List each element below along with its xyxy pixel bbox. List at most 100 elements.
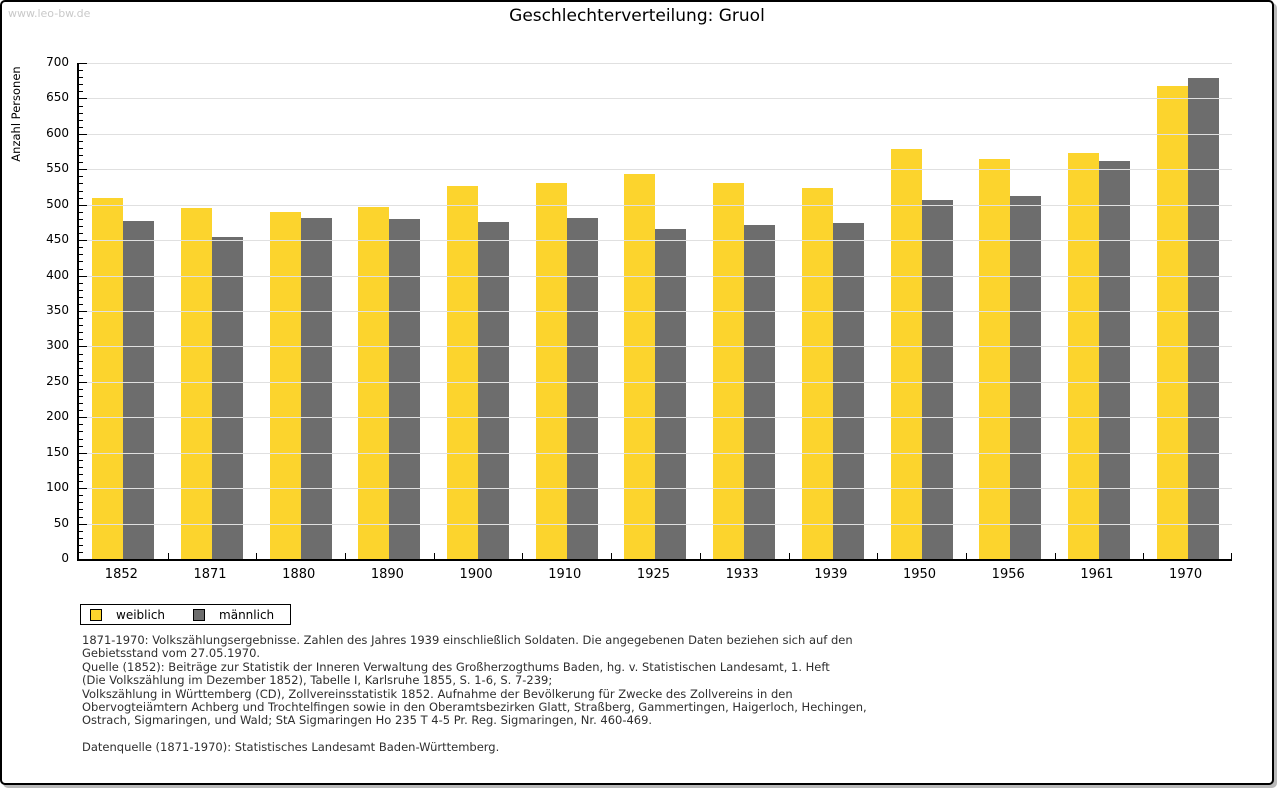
bar-männlich-1925	[655, 228, 687, 559]
bar-group	[788, 63, 878, 559]
y-axis-major-tick	[79, 98, 87, 100]
x-axis-tick	[1054, 553, 1056, 559]
y-axis-minor-tick	[79, 289, 83, 291]
footer-line: Obervogteiämtern Achberg und Trochtelfin…	[82, 700, 867, 715]
bar-männlich-1939	[832, 223, 864, 559]
y-axis-minor-tick	[79, 502, 83, 504]
y-axis-minor-tick	[79, 537, 83, 539]
y-axis-major-tick	[79, 63, 87, 64]
bar-männlich-1890	[389, 218, 421, 559]
y-axis-tick-label: 250	[46, 373, 69, 388]
gridline	[79, 346, 1232, 348]
y-axis-minor-tick	[79, 516, 83, 518]
bar-männlich-1880	[300, 218, 332, 559]
y-axis-minor-tick	[79, 459, 83, 461]
x-axis-label: 1871	[193, 567, 227, 582]
x-axis-label: 1933	[725, 567, 759, 582]
bar-weiblich-1852	[92, 197, 124, 559]
x-axis-label: 1961	[1080, 567, 1114, 582]
x-axis-tick	[256, 553, 258, 559]
bar-männlich-1956	[1010, 195, 1042, 559]
legend-swatch-weiblich	[90, 608, 102, 621]
y-axis-minor-tick	[79, 424, 83, 426]
y-axis-minor-tick	[79, 403, 83, 405]
y-axis-minor-tick	[79, 254, 83, 256]
y-axis-tick-label: 50	[53, 515, 69, 530]
bar-weiblich-1933	[713, 183, 745, 559]
y-axis-minor-tick	[79, 339, 83, 341]
y-axis-minor-tick	[79, 509, 83, 511]
bar-weiblich-1880	[269, 211, 301, 559]
gridline	[79, 381, 1232, 383]
legend-swatch-maennlich	[193, 608, 206, 621]
y-axis-minor-tick	[79, 466, 83, 468]
y-axis-tick-label: 0	[61, 551, 69, 565]
gridline	[79, 523, 1232, 525]
x-axis-tick	[788, 553, 790, 559]
bar-männlich-1970	[1187, 77, 1219, 559]
legend: weiblich männlich	[80, 604, 291, 625]
legend-label-maennlich: männlich	[219, 607, 275, 622]
bar-weiblich-1900	[447, 185, 479, 559]
bar-weiblich-1890	[358, 206, 390, 559]
y-axis-tick-label: 300	[46, 338, 69, 353]
x-axis-label: 1890	[370, 567, 404, 582]
y-axis-tick-label: 650	[46, 90, 69, 105]
bar-männlich-1961	[1098, 160, 1130, 559]
y-axis-minor-tick	[79, 148, 83, 150]
bar-weiblich-1910	[535, 182, 567, 559]
y-axis-minor-tick	[79, 126, 83, 128]
plot-area	[77, 63, 1232, 561]
bar-group	[167, 63, 257, 559]
footer-line: Datenquelle (1871-1970): Statistisches L…	[82, 740, 500, 755]
bar-group	[433, 63, 523, 559]
y-axis-tick-label: 550	[46, 161, 69, 176]
y-axis-tick-label: 500	[46, 196, 69, 211]
y-axis-minor-tick	[79, 105, 83, 107]
y-axis-tick-label: 200	[46, 409, 69, 424]
y-axis-minor-tick	[79, 112, 83, 114]
chart-title: Geschlechterverteilung: Gruol	[509, 6, 765, 26]
bar-männlich-1910	[566, 218, 598, 559]
bar-weiblich-1871	[181, 207, 213, 559]
y-axis-minor-tick	[79, 360, 83, 362]
bar-männlich-1900	[478, 221, 510, 559]
bar-group	[877, 63, 966, 559]
bars-container	[79, 63, 1232, 559]
x-axis-label: 1852	[104, 567, 138, 582]
gridline	[79, 169, 1232, 171]
gridline	[79, 204, 1232, 206]
footer-line	[82, 728, 932, 741]
x-axis-label: 1880	[282, 567, 316, 582]
y-axis-minor-tick	[79, 183, 83, 185]
x-axis-label: 1939	[814, 567, 848, 582]
y-axis-minor-tick	[79, 119, 83, 121]
y-axis-minor-tick	[79, 233, 83, 235]
bar-group	[699, 63, 789, 559]
y-axis-major-tick	[79, 240, 87, 242]
x-axis-tick	[965, 553, 967, 559]
y-axis-minor-tick	[79, 155, 83, 157]
bar-männlich-1950	[921, 200, 953, 559]
bar-weiblich-1925	[624, 173, 656, 559]
y-axis-minor-tick	[79, 218, 83, 220]
y-axis-minor-tick	[79, 268, 83, 270]
y-axis-major-tick	[79, 452, 87, 454]
y-axis-minor-tick	[79, 438, 83, 440]
x-axis-tick	[611, 553, 613, 559]
y-axis-tick-label: 150	[46, 444, 69, 459]
gridline	[79, 488, 1232, 490]
y-axis-major-tick	[79, 169, 87, 171]
gridline	[79, 452, 1232, 454]
footer-line: Volkszählung in Württemberg (CD), Zollve…	[82, 686, 793, 701]
y-axis-major-tick	[79, 204, 87, 206]
x-axis-label: 1956	[991, 567, 1025, 582]
y-axis-tick-label: 350	[46, 303, 69, 317]
y-axis-major-tick	[79, 275, 87, 277]
y-axis-minor-tick	[79, 374, 83, 376]
watermark: www.leo-bw.de	[8, 7, 91, 20]
x-axis-tick	[433, 553, 435, 559]
x-axis-label: 1910	[548, 567, 582, 582]
y-axis-tick-label: 100	[46, 480, 69, 495]
